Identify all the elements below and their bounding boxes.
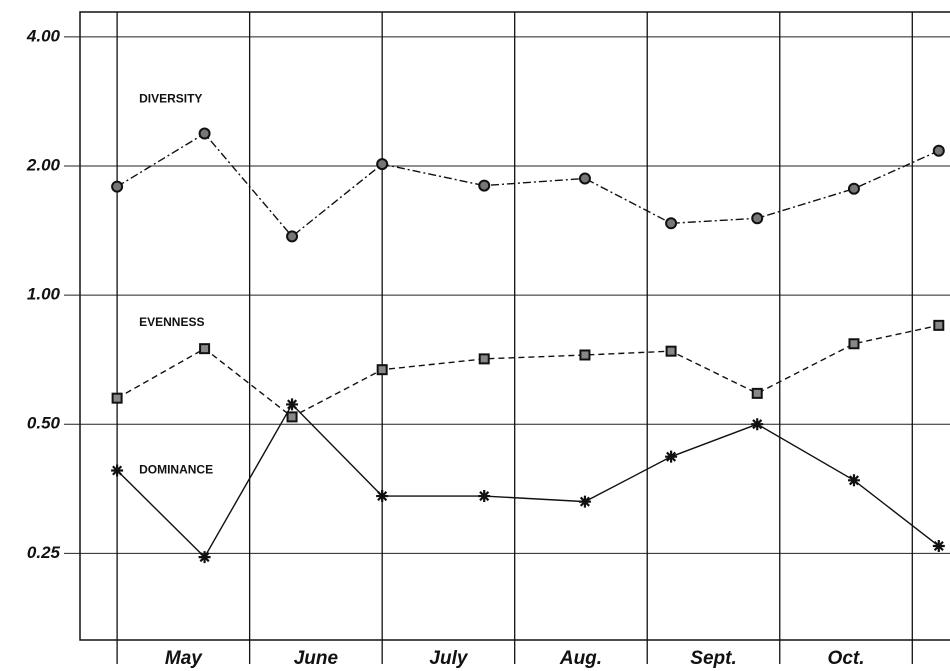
point [847,474,860,487]
point [665,217,678,230]
series-label: DOMINANCE [139,462,213,476]
point [848,338,860,350]
point [751,212,764,225]
point [198,127,211,140]
point [478,179,491,192]
series-label: EVENNESS [139,315,204,329]
point [478,490,491,503]
point [198,551,211,564]
point [111,392,123,404]
point [111,464,124,477]
series-line [116,403,940,559]
y-tick-label: 2.00 [26,155,61,174]
point [578,172,591,185]
point [111,180,124,193]
point [665,345,677,357]
point [751,418,764,431]
point [578,495,591,508]
series-label: DIVERSITY [139,92,202,106]
point [579,349,591,361]
plot-frame [79,11,950,641]
y-tick-label: 0.25 [27,543,61,562]
y-tick-label: 1.00 [27,285,61,304]
point [933,319,945,331]
point [376,158,389,171]
x-tick-label: Aug. [559,648,602,669]
point [199,343,211,355]
y-tick-label: 0.50 [27,414,61,433]
x-tick-label: Oct. [828,648,865,669]
point [665,450,678,463]
point [847,182,860,195]
series-line [116,324,939,418]
point [286,411,298,423]
series-line [116,132,940,238]
point [932,540,945,553]
x-tick-label: Sept. [690,648,736,669]
point [286,398,299,411]
point [376,364,388,376]
point [932,144,945,157]
x-tick-label: June [294,648,339,669]
x-tick-label: May [165,648,203,669]
y-tick-label: 4.00 [26,26,61,45]
point [478,353,490,365]
point [376,490,389,503]
point [286,230,299,243]
x-tick-label: July [429,648,468,669]
point [751,387,763,399]
